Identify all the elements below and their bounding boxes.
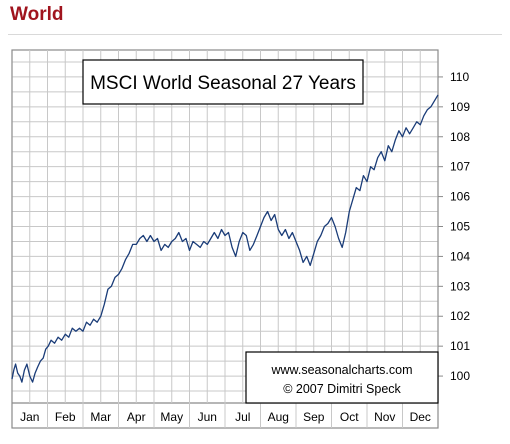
y-tick-label: 110 [450, 70, 469, 84]
y-tick-label: 104 [450, 249, 470, 263]
x-tick-label: Jan [20, 410, 39, 424]
x-tick-label: Dec [410, 410, 431, 424]
page-heading: World [10, 4, 64, 25]
y-tick-label: 108 [450, 130, 470, 144]
x-tick-label: Oct [340, 410, 359, 424]
y-tick-label: 100 [450, 369, 470, 383]
y-tick-label: 107 [450, 160, 470, 174]
y-tick-label: 109 [450, 100, 470, 114]
x-tick-label: May [160, 410, 183, 424]
y-tick-label: 102 [450, 309, 470, 323]
y-tick-label: 106 [450, 190, 470, 204]
divider [8, 34, 502, 35]
x-tick-label: Sep [303, 410, 325, 424]
y-tick-label: 101 [450, 339, 470, 353]
x-tick-label: Nov [374, 410, 395, 424]
credit-author: © 2007 Dimitri Speck [283, 382, 401, 396]
x-tick-label: Jul [235, 410, 250, 424]
x-tick-label: Aug [268, 410, 289, 424]
chart-title: MSCI World Seasonal 27 Years [90, 73, 356, 94]
x-tick-label: Apr [127, 410, 146, 424]
series-line [11, 94, 439, 383]
y-tick-label: 105 [450, 220, 470, 234]
title-box [82, 59, 364, 105]
credit-box [245, 351, 439, 404]
y-tick-label: 103 [450, 279, 470, 293]
credit-url: www.seasonalcharts.com [270, 363, 412, 377]
x-tick-label: Mar [90, 410, 111, 424]
x-tick-label: Jun [198, 410, 217, 424]
x-tick-label: Feb [55, 410, 76, 424]
